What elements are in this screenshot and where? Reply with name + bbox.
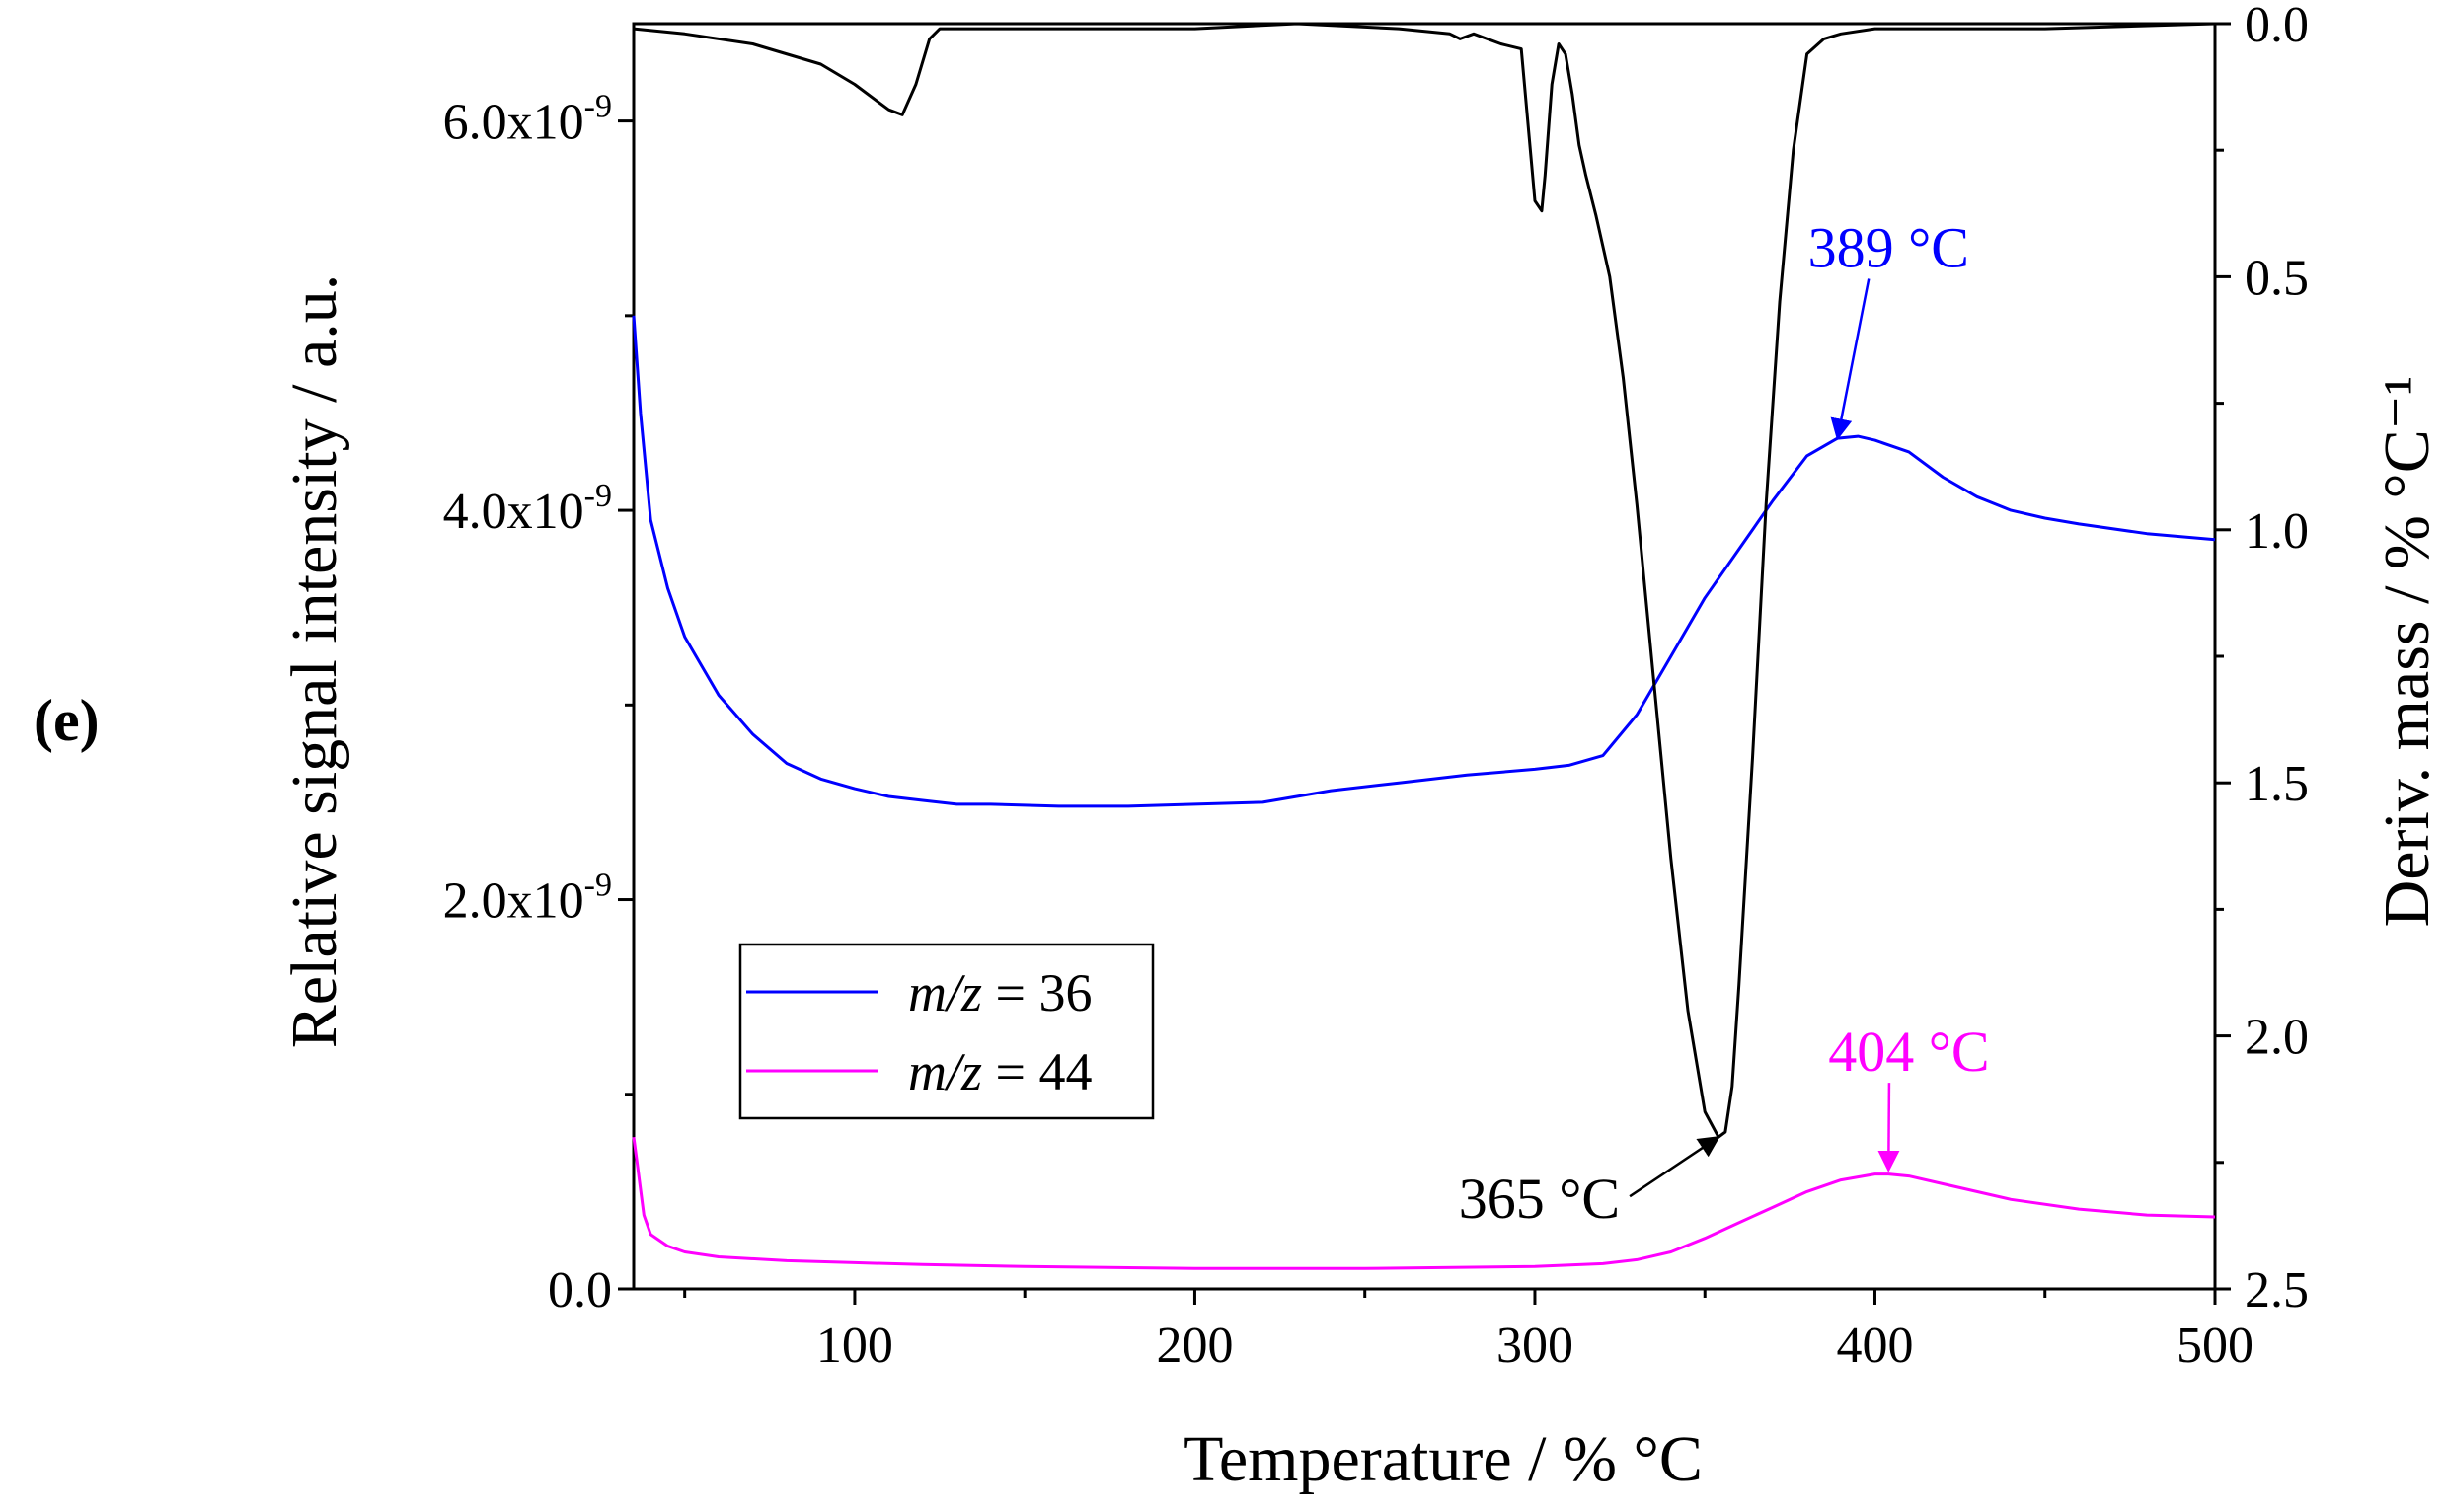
y-axis-left-title: Relative signal intensity / a.u. xyxy=(278,274,350,1049)
y-right-tick-label: 2.5 xyxy=(2245,1262,2309,1319)
y-left-tick-label: 2.0x10-9 xyxy=(443,868,612,930)
annotation-arrow xyxy=(1629,1135,1720,1198)
tick-exponent: -9 xyxy=(584,89,612,125)
x-tick-label: 200 xyxy=(1156,1318,1233,1374)
annotation-label: 365 °C xyxy=(1459,1167,1620,1231)
annotation-arrow xyxy=(1830,278,1871,441)
x-axis-title: Temperature / % °C xyxy=(1184,1423,1703,1495)
legend: m/z = 36m/z = 44 xyxy=(738,943,1155,1120)
legend-label-italic: m/z xyxy=(908,963,982,1022)
x-tick-label: 400 xyxy=(1836,1318,1913,1374)
legend-label-rest: = 44 xyxy=(982,1042,1092,1101)
legend-label: m/z = 36 xyxy=(908,963,1092,1022)
x-tick-label: 100 xyxy=(816,1318,893,1374)
tick-exponent: -9 xyxy=(584,478,612,514)
tick-mantissa: 4.0x10 xyxy=(443,484,584,540)
series-layer xyxy=(632,22,2216,1270)
tick-exponent: -9 xyxy=(584,868,612,904)
y-right-tick-label: 0.5 xyxy=(2245,250,2309,306)
legend-label-rest: = 36 xyxy=(982,963,1092,1022)
y-axis-right-title: Deriv. mass / % °C⁻¹ xyxy=(2371,376,2443,928)
axes: 100 200 300 400 5000.02.0x10-94.0x10-96.0x10… xyxy=(443,0,2309,1374)
legend-label: m/z = 44 xyxy=(908,1042,1092,1101)
tick-mantissa: 6.0x10 xyxy=(443,95,584,151)
y-left-tick-label: 0.0 xyxy=(548,1262,612,1319)
y-left-tick-label: 4.0x10-9 xyxy=(443,478,612,540)
annotation-label: 404 °C xyxy=(1828,1020,1989,1084)
tick-mantissa: 0.0 xyxy=(548,1262,612,1319)
x-tick-label: 300 xyxy=(1496,1318,1573,1374)
y-right-tick-label: 1.5 xyxy=(2245,756,2309,812)
legend-label-italic: m/z xyxy=(908,1042,982,1101)
panel-label: (e) xyxy=(34,688,100,753)
annotation-label: 389 °C xyxy=(1808,216,1969,280)
y-right-tick-label: 0.0 xyxy=(2245,0,2309,53)
legend-box xyxy=(738,943,1155,1120)
series-line-m-z-44 xyxy=(632,1137,2216,1270)
annotation-arrow xyxy=(1877,1083,1900,1172)
series-line-m-z-36 xyxy=(632,315,2216,808)
x-tick-label: 500 xyxy=(2177,1318,2253,1374)
y-left-tick-label: 6.0x10-9 xyxy=(443,89,612,151)
series-line-dtg xyxy=(633,22,2216,1139)
annotations: 389 °C 404 °C 365 °C xyxy=(1459,216,1990,1232)
y-right-tick-label: 2.0 xyxy=(2245,1010,2309,1066)
y-right-tick-label: 1.0 xyxy=(2245,503,2309,560)
tick-mantissa: 2.0x10 xyxy=(443,873,584,930)
